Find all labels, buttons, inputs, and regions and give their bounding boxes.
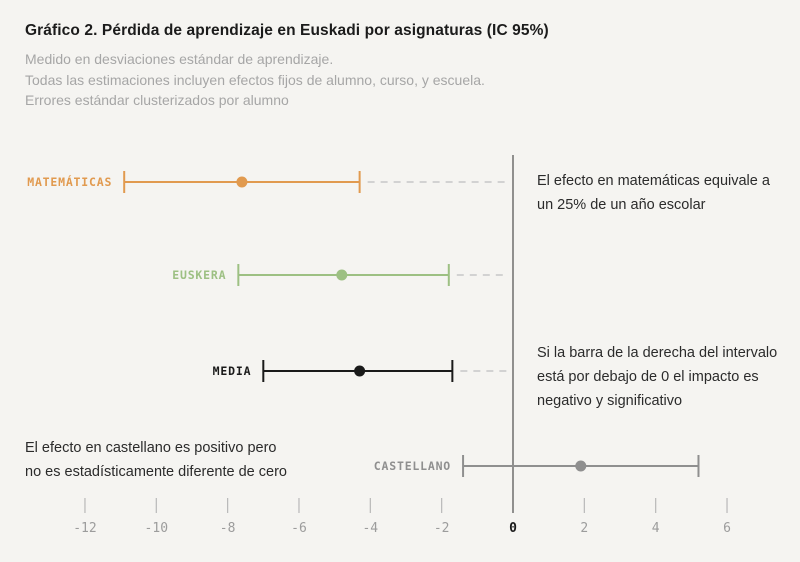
category-label-euskera: EUSKERA	[172, 268, 226, 282]
errorbar-row-matematicas: MATEMÁTICAS	[27, 171, 507, 193]
x-tick-label: 0	[509, 521, 517, 536]
chart-title: Gráfico 2. Pérdida de aprendizaje en Eus…	[25, 22, 549, 39]
errorbar-row-castellano: CASTELLANO	[374, 455, 700, 477]
subtitle-line-3: Errores estándar clusterizados por alumn…	[25, 92, 289, 108]
subtitle-line-2: Todas las estimaciones incluyen efectos …	[25, 71, 485, 88]
category-label-castellano: CASTELLANO	[374, 459, 451, 473]
x-tick-label: 2	[580, 521, 588, 536]
x-tick-label: -10	[145, 521, 168, 536]
x-tick-label: 6	[723, 521, 731, 536]
x-tick-label: -8	[220, 521, 236, 536]
point-estimate	[575, 460, 587, 472]
point-estimate	[236, 176, 248, 188]
x-tick-label: -4	[362, 521, 378, 536]
chart-header: Gráfico 2. Pérdida de aprendizaje en Eus…	[25, 22, 549, 111]
x-tick-label: 4	[652, 521, 660, 536]
point-estimate	[354, 365, 366, 377]
category-label-media: MEDIA	[213, 364, 252, 378]
x-tick-label: -2	[434, 521, 450, 536]
subtitle-line-1: Medido en desviaciones estándar de apren…	[25, 51, 334, 67]
errorbar-row-euskera: EUSKERA	[172, 264, 507, 286]
point-estimate	[336, 269, 348, 281]
category-label-matematicas: MATEMÁTICAS	[27, 174, 112, 189]
annotation-castellano: El efecto en castellano es positivo pero…	[25, 440, 287, 480]
chart-subtitle: Medido en desviaciones estándar de apren…	[25, 49, 549, 111]
x-tick-label: -6	[291, 521, 307, 536]
annotation-matematicas: El efecto en matemáticas equivale a un 2…	[537, 173, 770, 213]
errorbar-row-media: MEDIA	[213, 360, 507, 382]
annotation-media: Si la barra de la derecha del intervalo …	[537, 345, 778, 409]
x-tick-label: -12	[73, 521, 96, 536]
